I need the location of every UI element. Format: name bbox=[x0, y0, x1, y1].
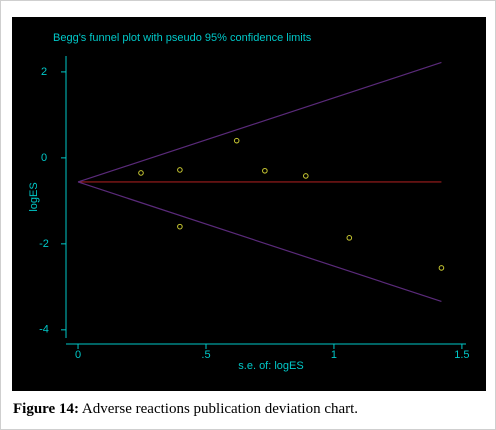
caption-label: Figure 14: bbox=[13, 401, 79, 417]
x-tick-label: .5 bbox=[201, 349, 210, 361]
reference-line bbox=[77, 61, 442, 183]
x-tick-label: 1.5 bbox=[454, 349, 469, 361]
y-tick-label: 2 bbox=[41, 66, 47, 78]
y-tick-label: -4 bbox=[39, 324, 49, 336]
data-point bbox=[438, 265, 445, 271]
data-point bbox=[177, 167, 183, 173]
x-axis-label: s.e. of: logES bbox=[238, 360, 303, 372]
y-tick-label: -2 bbox=[39, 238, 49, 250]
data-point bbox=[302, 173, 309, 179]
plot-background bbox=[12, 17, 486, 391]
y-tick-label: 0 bbox=[41, 152, 47, 164]
caption: Figure 14: Adverse reactions publication… bbox=[13, 401, 358, 418]
data-point bbox=[233, 137, 240, 144]
data-point bbox=[346, 235, 353, 241]
reference-line bbox=[77, 181, 442, 303]
y-axis-label: logES bbox=[28, 182, 40, 211]
x-tick-label: 1 bbox=[331, 349, 337, 361]
data-point bbox=[177, 223, 183, 230]
data-point bbox=[262, 167, 268, 174]
data-point bbox=[138, 170, 144, 176]
x-tick-label: 0 bbox=[75, 349, 81, 361]
chart-title: Begg's funnel plot with pseudo 95% confi… bbox=[53, 32, 312, 44]
caption-text: Adverse reactions publication deviation … bbox=[81, 401, 359, 417]
